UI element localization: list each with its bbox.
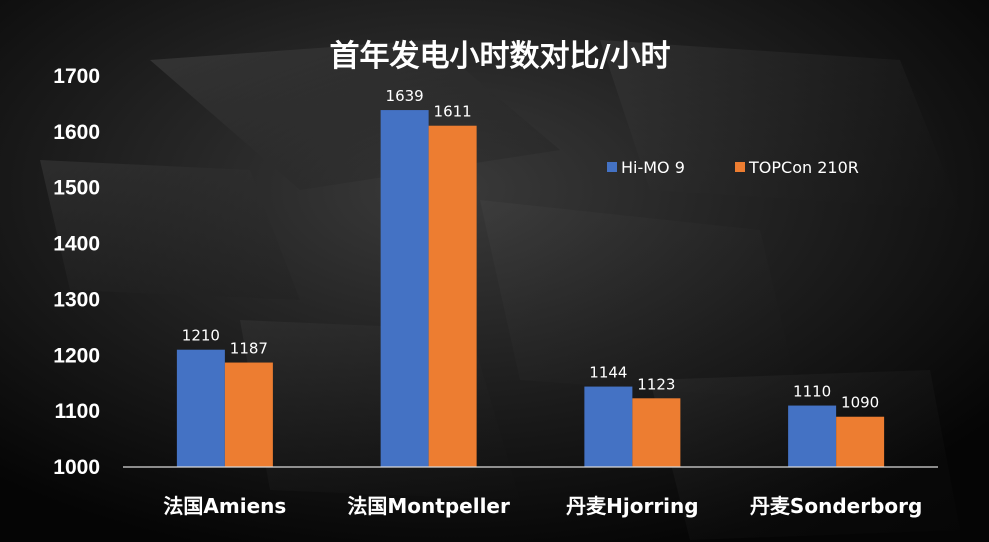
- y-tick-label: 1200: [53, 344, 100, 367]
- bar-topcon-210r: [836, 416, 885, 467]
- x-tick-label: 丹麦Sonderborg: [750, 494, 922, 518]
- data-label: 1210: [182, 327, 220, 345]
- y-tick-label: 1100: [54, 400, 100, 423]
- data-labels: 1210 1187 1639 1611 1144 1123 1110 1090: [182, 87, 879, 412]
- data-label: 1639: [386, 87, 424, 105]
- y-tick-label: 1700: [53, 65, 100, 88]
- bar-hi-mo-9: [584, 386, 633, 467]
- data-label: 1144: [589, 364, 627, 382]
- data-label: 1187: [230, 340, 268, 358]
- data-label: 1090: [841, 394, 879, 412]
- data-label: 1110: [793, 383, 831, 401]
- bar-topcon-210r: [632, 398, 681, 467]
- chart-title: 首年发电小时数对比/小时: [330, 39, 671, 74]
- y-axis: 1000 1100 1200 1300 1400 1500 1600 1700: [53, 65, 100, 479]
- legend-swatch: [735, 162, 745, 172]
- legend: Hi-MO 9 TOPCon 210R: [607, 158, 859, 177]
- y-tick-label: 1500: [53, 177, 100, 200]
- legend-label: Hi-MO 9: [621, 158, 685, 177]
- y-tick-label: 1400: [53, 233, 100, 256]
- bar-topcon-210r: [428, 125, 477, 467]
- bar-hi-mo-9: [788, 405, 837, 467]
- bar-hi-mo-9: [176, 349, 225, 467]
- bar-hi-mo-9: [380, 110, 429, 467]
- x-axis: 法国Amiens 法国Montpeller 丹麦Hjorring 丹麦Sonderbo…: [163, 494, 922, 518]
- x-tick-label: 法国Montpeller: [347, 494, 510, 518]
- data-label: 1123: [637, 375, 675, 393]
- y-tick-label: 1000: [53, 456, 100, 479]
- legend-label: TOPCon 210R: [748, 158, 859, 177]
- bars: [176, 110, 885, 467]
- x-tick-label: 法国Amiens: [163, 494, 286, 518]
- legend-swatch: [607, 162, 617, 172]
- y-tick-label: 1300: [53, 288, 100, 311]
- data-label: 1611: [434, 103, 472, 121]
- x-tick-label: 丹麦Hjorring: [566, 494, 698, 518]
- bar-topcon-210r: [224, 362, 273, 467]
- y-tick-label: 1600: [53, 121, 100, 144]
